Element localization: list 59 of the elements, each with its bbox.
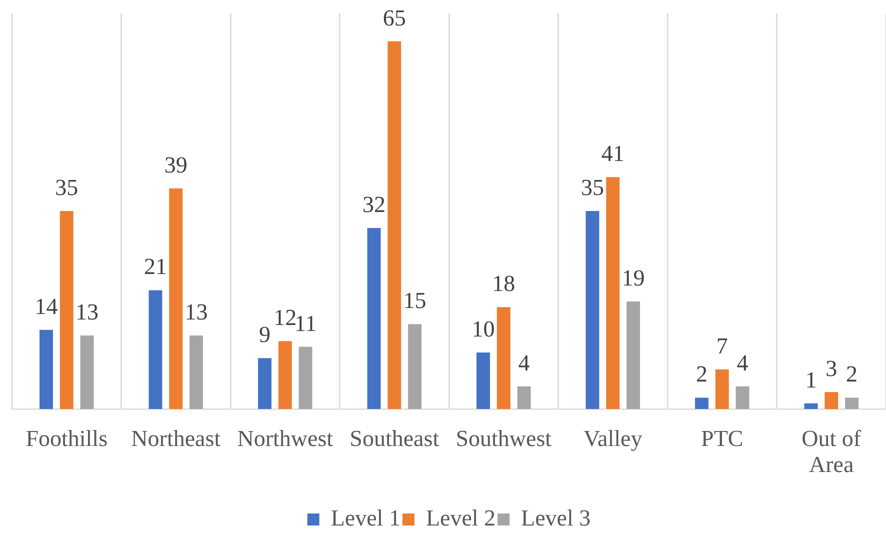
data-label: 12 [274,305,297,330]
bar [408,324,422,410]
bar [845,398,858,410]
data-label: 10 [472,316,495,342]
data-label: 1 [805,367,817,392]
data-label: 13 [184,299,208,324]
data-label: 9 [258,322,270,348]
data-label: 4 [736,350,749,376]
bar [278,341,292,410]
bar [606,177,620,410]
bar [298,346,312,410]
bar [824,392,838,410]
data-label: 2 [696,362,708,387]
x-tick-label: PTC [701,426,744,452]
x-tick-label: Northwest [237,426,334,452]
bar [258,358,272,410]
bar [804,403,818,410]
x-tick-label: Foothills [26,426,108,452]
data-label: 65 [382,5,406,30]
bar [695,398,708,410]
data-label: 32 [362,192,386,217]
data-label: 15 [403,288,426,314]
data-label: 13 [76,299,99,324]
data-label: 2 [846,362,858,387]
bar [388,41,402,410]
data-label: 35 [55,175,78,200]
bar [496,307,510,410]
data-label: 41 [601,141,624,166]
data-label: 39 [164,152,188,178]
data-label: 11 [294,310,317,336]
x-tick-label: Southeast [350,426,440,452]
bar [40,330,53,410]
bar [148,290,162,410]
x-tick-label: Northeast [131,426,222,452]
legend-label: Level 1 [330,506,400,531]
data-label: 7 [716,333,728,358]
bar [586,211,600,410]
x-tick-label: Out of Area [802,426,862,478]
bar [626,302,640,410]
legend-label: Level 3 [521,506,591,531]
data-label: 14 [34,294,58,319]
legend-label: Level 2 [426,506,496,531]
data-label: 18 [492,271,516,296]
x-tick-label: Southwest [456,426,552,452]
bar [169,188,183,410]
data-label: 3 [826,356,838,382]
bar [190,335,203,410]
bar [715,369,729,410]
data-label: 4 [518,350,530,376]
bar [80,335,94,410]
bar [517,386,531,410]
bar [736,386,750,410]
bar [367,228,381,410]
bar [60,211,74,410]
data-label: 19 [622,266,645,291]
data-label: 21 [144,254,167,280]
data-label: 35 [580,175,604,200]
x-tick-label: Valley [583,426,643,452]
bar [476,352,490,410]
